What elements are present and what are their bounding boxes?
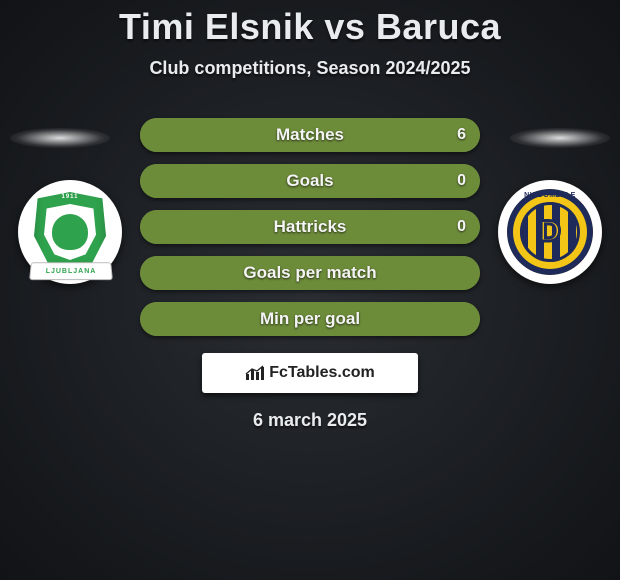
stat-value-left bbox=[140, 302, 168, 336]
stat-value-right: 6 bbox=[443, 118, 480, 152]
crest-letter: D bbox=[507, 189, 593, 275]
stat-label: Hattricks bbox=[140, 210, 480, 244]
stat-bar: Hattricks0 bbox=[140, 210, 480, 244]
page-title: Timi Elsnik vs Baruca bbox=[0, 0, 620, 48]
stat-bar: Goals0 bbox=[140, 164, 480, 198]
stat-value-left bbox=[140, 256, 168, 290]
stat-label: Min per goal bbox=[140, 302, 480, 336]
stat-value-right: 0 bbox=[443, 164, 480, 198]
stat-value-left bbox=[140, 164, 168, 198]
club-badge-right: NK DOMŽALE D bbox=[498, 180, 602, 284]
stat-label: Goals bbox=[140, 164, 480, 198]
stat-bars: Matches6Goals0Hattricks0Goals per matchM… bbox=[140, 118, 480, 348]
page-subtitle: Club competitions, Season 2024/2025 bbox=[0, 58, 620, 79]
stat-value-right: 0 bbox=[443, 210, 480, 244]
stat-bar: Matches6 bbox=[140, 118, 480, 152]
infographic-date: 6 march 2025 bbox=[0, 410, 620, 431]
stat-bar: Goals per match bbox=[140, 256, 480, 290]
player-shadow-left bbox=[10, 128, 110, 148]
player-shadow-right bbox=[510, 128, 610, 148]
stat-bar: Min per goal bbox=[140, 302, 480, 336]
stat-value-left bbox=[140, 118, 168, 152]
stat-value-right bbox=[452, 256, 480, 290]
crest-ribbon: LJUBLJANA bbox=[29, 262, 113, 280]
stat-label: Goals per match bbox=[140, 256, 480, 290]
club-badge-left: 1911 LJUBLJANA bbox=[18, 180, 122, 284]
stat-value-left bbox=[140, 210, 168, 244]
domzale-crest-icon: NK DOMŽALE D bbox=[507, 189, 593, 275]
olimpija-crest-icon: 1911 LJUBLJANA bbox=[34, 192, 106, 272]
crest-year: 1911 bbox=[34, 194, 106, 200]
stat-label: Matches bbox=[140, 118, 480, 152]
brand-text: FcTables.com bbox=[269, 364, 375, 382]
stat-value-right bbox=[452, 302, 480, 336]
comparison-infographic: Timi Elsnik vs Baruca Club competitions,… bbox=[0, 0, 620, 580]
brand-card: FcTables.com bbox=[202, 353, 418, 393]
bar-chart-icon bbox=[245, 365, 265, 381]
